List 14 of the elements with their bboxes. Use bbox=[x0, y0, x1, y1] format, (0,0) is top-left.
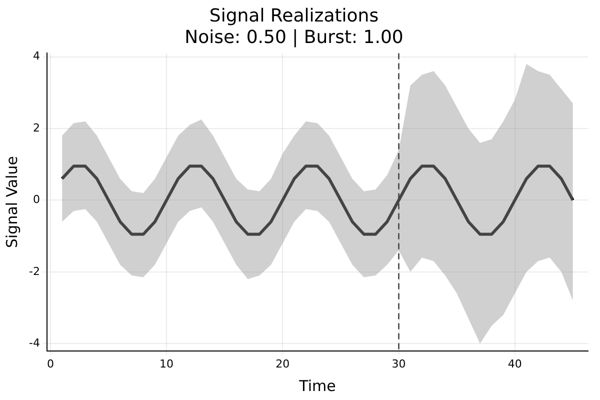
y-tick-label: -2 bbox=[29, 264, 40, 278]
x-tick-label: 40 bbox=[508, 357, 522, 370]
y-axis-title: Signal Value bbox=[2, 156, 21, 248]
x-tick-label: 10 bbox=[160, 357, 174, 370]
x-axis-title: Time bbox=[298, 376, 336, 395]
chart-title: Signal Realizations bbox=[209, 5, 379, 26]
y-tick-label: 4 bbox=[32, 50, 40, 63]
y-tick-label: 2 bbox=[32, 121, 40, 134]
chart-subtitle: Noise: 0.50 | Burst: 1.00 bbox=[184, 27, 404, 48]
y-tick-label: 0 bbox=[32, 193, 40, 206]
y-tick-label: -4 bbox=[29, 336, 40, 350]
x-tick-label: 0 bbox=[46, 357, 54, 370]
x-tick-label: 30 bbox=[392, 357, 406, 370]
x-tick-label: 20 bbox=[276, 357, 290, 370]
